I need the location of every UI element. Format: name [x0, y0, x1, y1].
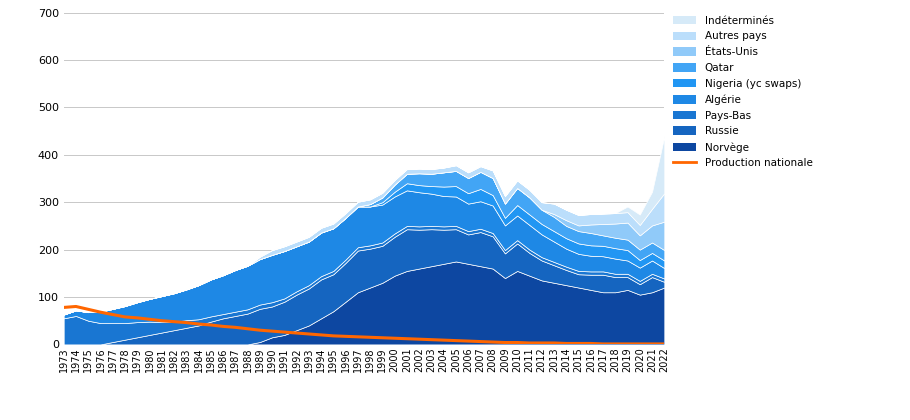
Legend: Indéterminés, Autres pays, États-Unis, Qatar, Nigeria (yc swaps), Algérie, Pays-: Indéterminés, Autres pays, États-Unis, Q… [671, 13, 815, 171]
